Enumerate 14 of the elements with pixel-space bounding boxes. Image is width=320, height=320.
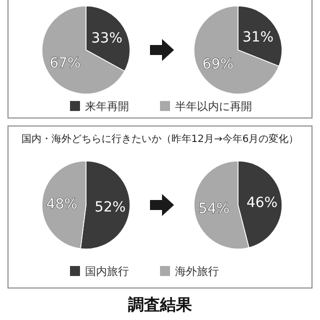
data-label: 54% — [198, 201, 230, 218]
chart-title: 国内・海外どちらに行きたいか（昨年12月→今年6月の変化） — [21, 133, 299, 145]
legend-label: 国内旅行 — [85, 265, 129, 278]
data-label: 33% — [91, 30, 122, 47]
legend-label: 半年以内に再開 — [175, 100, 252, 113]
data-label: 48% — [46, 196, 78, 212]
data-label: 46% — [246, 194, 278, 211]
data-label: 52% — [94, 200, 126, 216]
data-label: 31% — [242, 29, 274, 46]
text: 調査結果 — [128, 295, 193, 314]
data-label: 69% — [202, 56, 234, 73]
legend-label: 海外旅行 — [175, 265, 219, 278]
data-label: 67% — [50, 55, 81, 72]
legend-label: 来年再開 — [85, 100, 129, 113]
